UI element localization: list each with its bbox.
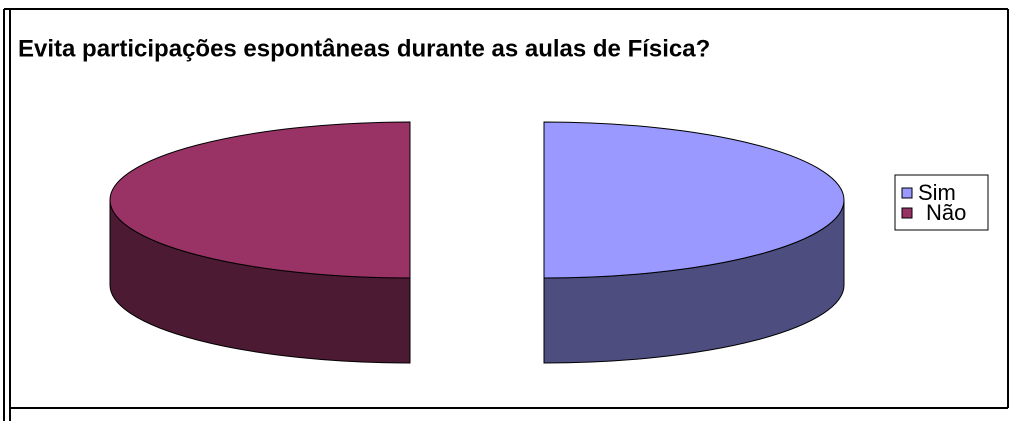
legend-label: Sim [918,180,956,205]
chart-title: Evita participações espontâneas durante … [18,35,710,62]
legend-swatch [901,187,913,199]
pie-slice [109,121,411,279]
legend-swatch [901,207,913,219]
frame [3,8,1009,421]
legend-box [894,174,989,231]
pie-slice [543,121,845,279]
legend-label: Não [926,200,966,225]
